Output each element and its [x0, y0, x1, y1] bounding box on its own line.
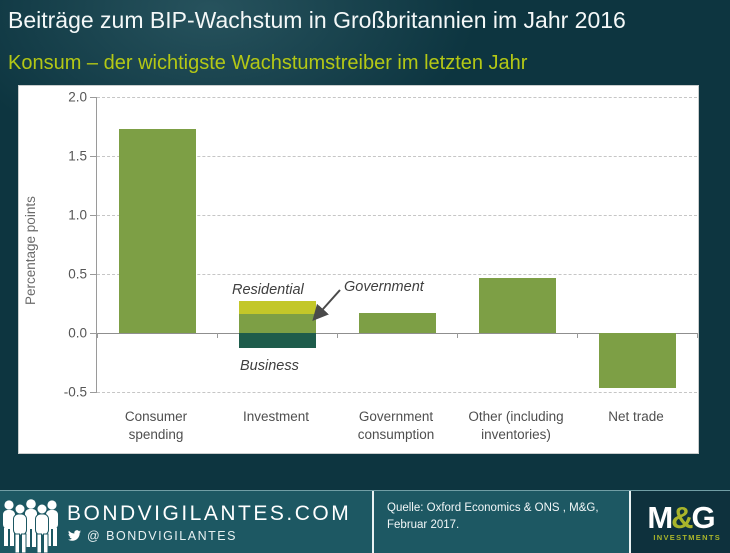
- y-tick-mark: [90, 274, 97, 275]
- page-title: Beiträge zum BIP-Wachstum in Großbritann…: [8, 7, 626, 33]
- twitter-handle-label: @ BONDVIGILANTES: [87, 528, 237, 543]
- x-tick-mark: [457, 333, 458, 338]
- y-tick-mark: [90, 97, 97, 98]
- gridline: [97, 215, 697, 216]
- y-tick-label: 0.5: [68, 266, 87, 282]
- x-tick-mark: [217, 333, 218, 338]
- x-tick-mark: [97, 333, 98, 338]
- footer-divider: [372, 491, 374, 553]
- x-category-label: Government consumption: [357, 409, 435, 443]
- gridline: [97, 392, 697, 393]
- bondvigilantes-site-label: BONDVIGILANTES.COM: [67, 501, 352, 525]
- bar-segment: [598, 333, 676, 389]
- x-tick-mark: [697, 333, 698, 338]
- mg-logo-box: M&G INVESTMENTS: [631, 491, 730, 553]
- bar-segment-government: [238, 314, 316, 333]
- x-tick-mark: [337, 333, 338, 338]
- x-category-label: Investment: [242, 409, 310, 424]
- government-arrow-icon: [312, 289, 341, 321]
- annotation-business: Business: [240, 358, 299, 374]
- gridline: [97, 274, 697, 275]
- footer-divider: [629, 491, 631, 553]
- mg-investments-label: INVESTMENTS: [653, 533, 721, 542]
- source-line-1: Quelle: Oxford Economics & ONS , M&G,: [387, 502, 599, 514]
- y-tick-mark: [90, 333, 97, 334]
- mg-ampersand: &: [671, 500, 693, 535]
- bar-segment-business: [238, 333, 316, 349]
- page-subtitle: Konsum – der wichtigste Wachstumstreiber…: [8, 52, 528, 74]
- bar-segment-residential: [238, 301, 316, 315]
- mg-logo: M&G: [647, 500, 715, 535]
- gridline: [97, 156, 697, 157]
- y-axis-title: Percentage points: [23, 196, 38, 306]
- people-crowd-icon: [3, 499, 58, 553]
- footer-bar: BONDVIGILANTES.COM @ BONDVIGILANTES Quel…: [0, 490, 730, 553]
- gridline: [97, 333, 697, 334]
- y-tick-mark: [90, 215, 97, 216]
- x-category-label: Net trade: [608, 409, 664, 424]
- twitter-bird-icon: [68, 530, 81, 541]
- x-category-label: Consumer spending: [124, 409, 188, 443]
- y-tick-mark: [90, 392, 97, 393]
- y-tick-mark: [90, 156, 97, 157]
- chart-panel: Percentage points Consumer spending Inves…: [18, 85, 699, 454]
- source-note: Quelle: Oxford Economics & ONS , M&G, Fe…: [374, 491, 629, 553]
- x-axis-labels: Consumer spending Investment Government co…: [96, 408, 696, 448]
- bar-segment: [358, 312, 436, 333]
- bar-segment: [478, 277, 556, 333]
- x-category-label: Other (including inventories): [468, 409, 564, 443]
- x-tick-mark: [577, 333, 578, 338]
- source-line-2: Februar 2017.: [387, 519, 460, 532]
- y-tick-label: 1.0: [68, 207, 87, 223]
- annotation-government: Government: [344, 279, 424, 295]
- gridline: [97, 97, 697, 98]
- bar-segment: [118, 128, 196, 333]
- bondvigilantes-branding: BONDVIGILANTES.COM @ BONDVIGILANTES: [0, 491, 372, 553]
- annotation-residential: Residential: [232, 282, 304, 298]
- y-tick-label: -0.5: [63, 384, 87, 400]
- y-tick-label: 2.0: [68, 89, 87, 105]
- y-tick-label: 0.0: [68, 325, 87, 341]
- plot-area: [90, 97, 698, 393]
- y-tick-label: 1.5: [68, 148, 87, 164]
